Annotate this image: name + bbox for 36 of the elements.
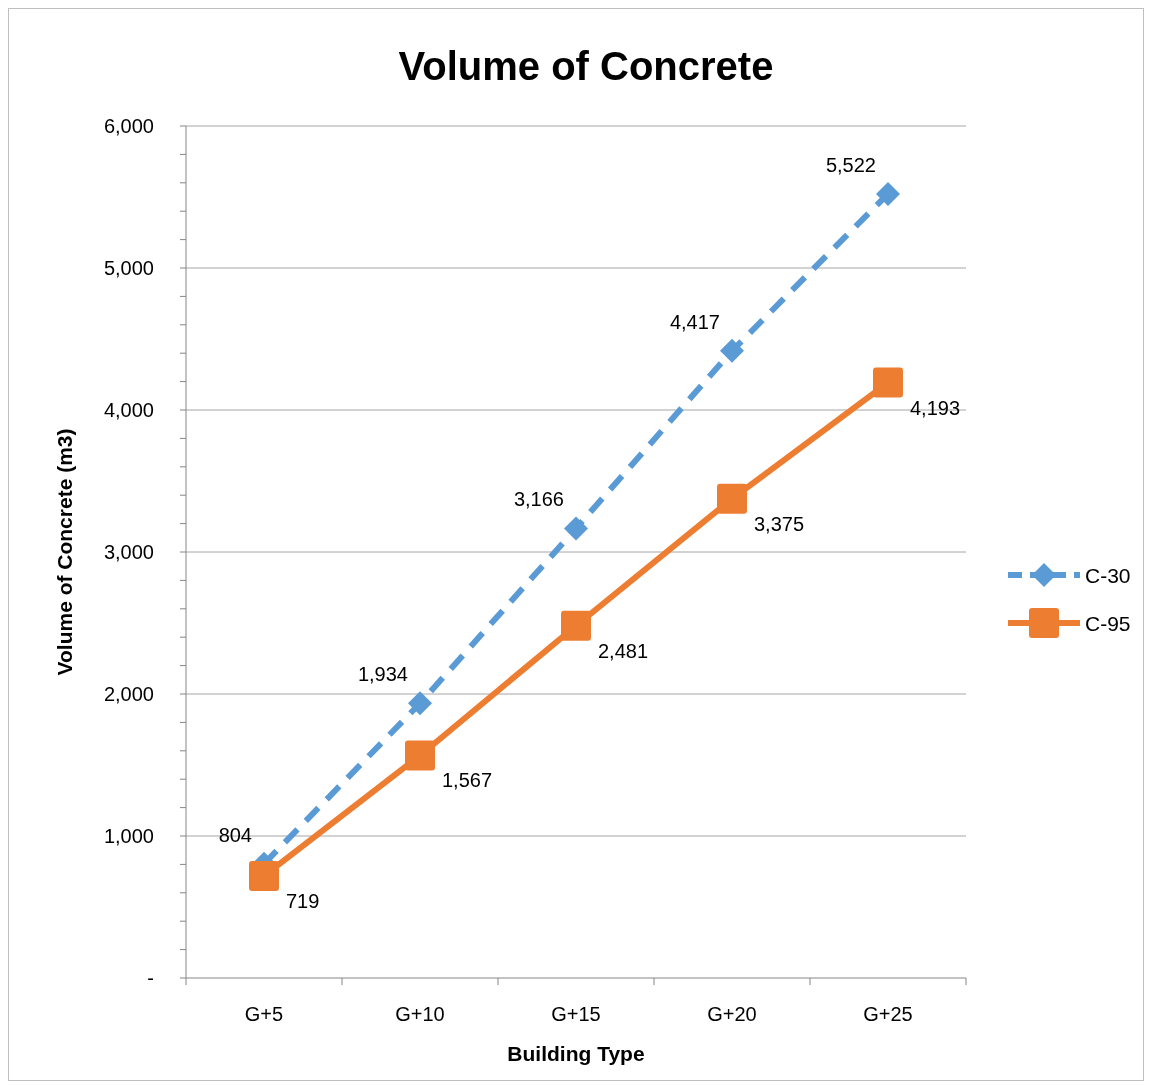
data-label: 1,567 <box>442 769 493 792</box>
point <box>408 691 432 716</box>
data-label: 2,481 <box>598 639 649 662</box>
y-tick-label: 6,000 <box>103 115 154 137</box>
data-label: 3,166 <box>513 488 564 511</box>
point <box>561 610 591 641</box>
point <box>564 516 588 541</box>
y-tick-label: 1,000 <box>103 825 154 847</box>
y-tick-label: 5,000 <box>103 257 154 279</box>
point <box>876 181 900 206</box>
data-label: 4,193 <box>910 396 961 419</box>
x-tick-label: G+10 <box>395 1003 445 1025</box>
data-label: 3,375 <box>754 512 805 535</box>
point <box>720 338 744 363</box>
data-label: 1,934 <box>357 663 408 686</box>
y-axis-title: Volume of Concrete (m3) <box>53 428 76 676</box>
y-tick-label: - <box>147 967 154 989</box>
data-label: 804 <box>218 823 252 846</box>
point <box>717 483 747 514</box>
chart-title: Volume of Concrete <box>398 44 774 88</box>
x-tick-label: G+25 <box>863 1003 913 1025</box>
y-tick-label: 3,000 <box>103 541 154 563</box>
point <box>405 740 435 771</box>
x-tick-label: G+5 <box>244 1003 284 1025</box>
legend-label: C-30 <box>1085 564 1131 587</box>
data-label: 4,417 <box>669 310 720 333</box>
data-label: 719 <box>286 889 320 912</box>
point <box>873 367 903 398</box>
y-tick-label: 2,000 <box>103 683 154 705</box>
data-label: 5,522 <box>825 153 876 176</box>
x-axis-title: Building Type <box>507 1042 645 1065</box>
legend-label: C-95 <box>1085 612 1131 635</box>
x-tick-label: G+20 <box>707 1003 757 1025</box>
x-tick-label: G+15 <box>551 1003 601 1025</box>
point <box>249 860 279 891</box>
y-tick-label: 4,000 <box>103 399 154 421</box>
